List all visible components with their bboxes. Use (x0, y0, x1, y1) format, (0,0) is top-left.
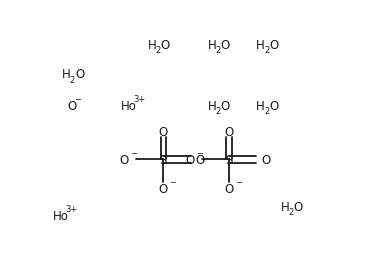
Text: 2: 2 (215, 46, 221, 55)
Text: −: − (169, 177, 176, 186)
Text: −: − (235, 177, 242, 186)
Text: O: O (75, 68, 84, 81)
Text: O: O (221, 39, 230, 52)
Text: O: O (196, 153, 205, 166)
Text: H: H (281, 200, 289, 213)
Text: Ho: Ho (120, 99, 137, 112)
Text: O: O (262, 153, 271, 166)
Text: −: − (196, 148, 203, 157)
Text: O: O (224, 182, 234, 195)
Text: H: H (148, 39, 156, 52)
Text: S: S (225, 153, 233, 166)
Text: H: H (208, 99, 217, 112)
Text: Ho: Ho (52, 209, 68, 222)
Text: O: O (120, 153, 129, 166)
Text: H: H (256, 39, 265, 52)
Text: 2: 2 (288, 207, 294, 216)
Text: H: H (62, 68, 70, 81)
Text: O: O (186, 153, 195, 166)
Text: 2: 2 (264, 46, 269, 55)
Text: O: O (68, 99, 77, 112)
Text: O: O (294, 200, 303, 213)
Text: O: O (269, 99, 279, 112)
Text: O: O (224, 125, 234, 138)
Text: H: H (256, 99, 265, 112)
Text: S: S (160, 153, 167, 166)
Text: O: O (159, 182, 168, 195)
Text: O: O (221, 99, 230, 112)
Text: −: − (74, 94, 81, 103)
Text: 2: 2 (155, 46, 161, 55)
Text: 3+: 3+ (133, 94, 145, 103)
Text: 2: 2 (215, 107, 221, 116)
Text: 2: 2 (264, 107, 269, 116)
Text: 2: 2 (70, 75, 75, 84)
Text: 3+: 3+ (65, 204, 77, 213)
Text: −: − (131, 148, 138, 157)
Text: H: H (208, 39, 217, 52)
Text: O: O (161, 39, 170, 52)
Text: O: O (269, 39, 279, 52)
Text: O: O (159, 125, 168, 138)
